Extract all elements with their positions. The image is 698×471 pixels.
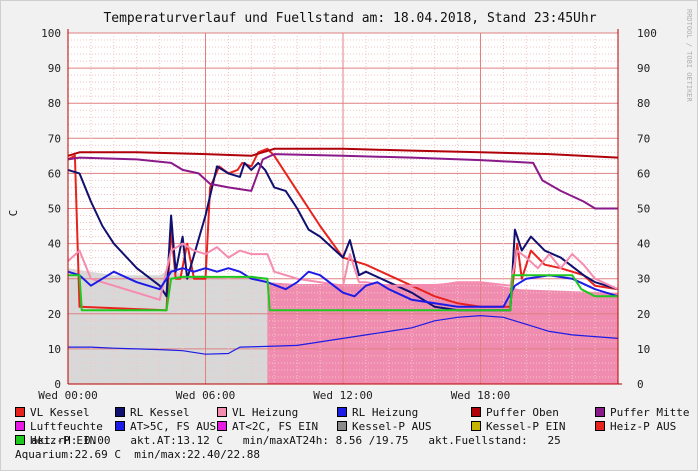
legend-swatch xyxy=(15,407,25,417)
x-tick-label: Wed 12:00 xyxy=(313,389,373,401)
info-line-1: akt.rH: 0.00 akt.AT:13.12 C min/maxAT24h… xyxy=(31,434,561,447)
temperature-chart: Temperaturverlauf und Fuellstand am: 18.… xyxy=(7,9,693,401)
info-line-2: Aquarium:22.69 C min/max:22.40/22.88 xyxy=(15,448,261,461)
legend-swatch xyxy=(337,421,347,431)
series-vl_kessel xyxy=(67,147,619,312)
legend-label: Puffer Mitte xyxy=(610,406,690,419)
area-rl_heizung_fill xyxy=(68,268,268,384)
y-tick-label-right: 40 xyxy=(637,238,650,251)
series-rl_kessel xyxy=(67,161,619,312)
legend-item: Kessel-P EIN xyxy=(471,420,565,433)
legend-label: Luftfeuchte xyxy=(30,420,103,433)
legend-item: Kessel-P AUS xyxy=(337,420,431,433)
legend-item: AT<2C, FS EIN xyxy=(217,420,318,433)
y-tick-label-left: 20 xyxy=(48,308,61,321)
series-luftfeuchte xyxy=(68,315,619,355)
legend-label: RL Heizung xyxy=(352,406,419,419)
legend-label: Heiz-P AUS xyxy=(610,420,677,433)
series-puffer_oben xyxy=(67,147,619,159)
y-tick-label-right: 70 xyxy=(637,132,650,145)
y-tick-label-left: 90 xyxy=(48,62,61,75)
legend-label: AT<2C, FS EIN xyxy=(232,420,319,433)
axes: 0 0 10 10 20 20 30 30 40 40 50 50 60 60 70 70 80 80 90 90 10… xyxy=(38,27,657,401)
y-tick-label-right: 30 xyxy=(637,273,650,286)
legend-item: VL Kessel xyxy=(15,406,90,419)
area-fills xyxy=(68,268,618,384)
y-tick-label-left: 0 xyxy=(54,378,61,391)
legend-swatch xyxy=(471,407,481,417)
y-tick-label-left: 30 xyxy=(48,273,61,286)
legend-swatch xyxy=(115,421,125,431)
y-tick-label-right: 10 xyxy=(637,343,650,356)
y-tick-label-right: 60 xyxy=(637,167,650,180)
rrdtool-watermark: RRDTOOL / TOBI OETIKER xyxy=(685,9,693,103)
y-tick-label-left: 80 xyxy=(48,97,61,110)
legend-swatch xyxy=(15,435,25,445)
area-vl_heizung_fill xyxy=(267,282,618,384)
x-tick-label: Wed 06:00 xyxy=(176,389,236,401)
legend-swatch xyxy=(15,421,25,431)
y-tick-label-right: 0 xyxy=(637,378,644,391)
legend-item: Puffer Mitte xyxy=(595,406,689,419)
series-rl_heizung xyxy=(67,267,619,308)
legend-swatch xyxy=(595,407,605,417)
legend-item: AT>5C, FS AUS xyxy=(115,420,216,433)
series-puffer_mitte xyxy=(67,153,618,210)
y-tick-label-right: 100 xyxy=(637,27,657,40)
y-tick-label-right: 90 xyxy=(637,62,650,75)
legend-label: Kessel-P AUS xyxy=(352,420,432,433)
series-vl_heizung xyxy=(67,242,619,301)
legend-label: VL Heizung xyxy=(232,406,299,419)
series-lines xyxy=(67,147,619,355)
y-tick-label-left: 50 xyxy=(48,203,61,216)
series-heiz_p_ein xyxy=(68,274,618,312)
legend-label: RL Kessel xyxy=(130,406,190,419)
y-tick-label-left: 40 xyxy=(48,238,61,251)
legend-label: VL Kessel xyxy=(30,406,90,419)
legend-label: Kessel-P EIN xyxy=(486,420,566,433)
y-tick-label-right: 80 xyxy=(637,97,650,110)
y-tick-label-right: 50 xyxy=(637,203,650,216)
legend-item: Luftfeuchte xyxy=(15,420,103,433)
legend-swatch xyxy=(217,421,227,431)
legend-label: Heiz-P EIN xyxy=(30,434,97,447)
legend-swatch xyxy=(217,407,227,417)
chart-title: Temperaturverlauf und Fuellstand am: 18.… xyxy=(103,11,596,26)
y-axis-label: C xyxy=(7,210,20,217)
legend-item: RL Heizung xyxy=(337,406,418,419)
legend-item: RL Kessel xyxy=(115,406,190,419)
legend-swatch xyxy=(595,421,605,431)
legend-label: Puffer Oben xyxy=(486,406,559,419)
legend-swatch xyxy=(337,407,347,417)
legend-swatch xyxy=(115,407,125,417)
legend-item: VL Heizung xyxy=(217,406,298,419)
legend-item: Heiz-P AUS xyxy=(595,420,676,433)
y-tick-label-left: 70 xyxy=(48,132,61,145)
y-tick-label-right: 20 xyxy=(637,308,650,321)
legend-label: AT>5C, FS AUS xyxy=(130,420,217,433)
y-tick-label-left: 60 xyxy=(48,167,61,180)
legend-item: Heiz-P EIN xyxy=(15,434,96,447)
y-tick-label-left: 100 xyxy=(41,27,61,40)
legend-item: Puffer Oben xyxy=(471,406,559,419)
x-tick-label: Wed 18:00 xyxy=(451,389,511,401)
y-tick-label-left: 10 xyxy=(48,343,61,356)
legend-swatch xyxy=(471,421,481,431)
x-tick-label: Wed 00:00 xyxy=(38,389,98,401)
